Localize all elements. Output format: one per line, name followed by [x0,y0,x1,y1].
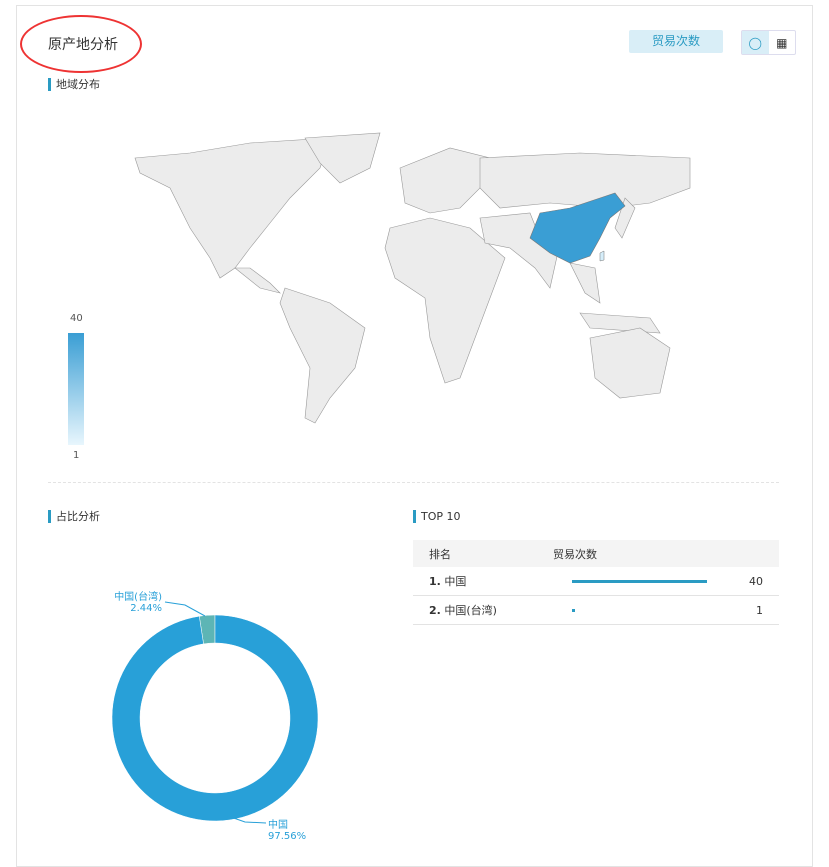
label-leader-line [224,814,267,824]
origin-analysis-card [16,5,813,867]
page-title: 原产地分析 [48,37,118,53]
table-row: 1. 中国 40 [413,567,779,596]
middle-east-india [479,212,561,289]
top10-table: 排名 贸易次数 1. 中国 40 2. 中国(台湾) 1 [413,540,779,625]
top10-title: TOP 10 [413,510,461,523]
map-section-title: 地域分布 [48,78,100,91]
indonesia [579,312,661,334]
color-legend[interactable] [68,333,84,445]
slice-name-label: 中国 [268,818,288,831]
world-map[interactable] [130,128,700,428]
africa [384,217,506,384]
australia [589,327,671,399]
label-leader-line [164,601,206,617]
north-america [134,137,331,279]
share-section-title: 占比分析 [48,510,100,523]
value-bar [572,579,707,583]
taiwan-region [599,250,605,262]
slice-percent-label: 97.56% [268,831,306,842]
russia-asia [479,152,691,209]
red-annotation-circle [20,15,142,73]
value-bar [572,608,575,612]
southeast-asia [569,262,601,304]
europe [399,147,491,214]
china-region [529,192,626,264]
rank: 1. [429,575,441,588]
view-toggle: ◯ ▦ [741,30,796,55]
legend-min: 1 [73,450,80,461]
donut-slice[interactable] [111,614,319,822]
table-row: 2. 中国(台湾) 1 [413,595,779,625]
slice-name-label: 中国(台湾) [114,590,162,603]
rank: 2. [429,604,441,617]
slice-percent-label: 2.44% [130,603,162,614]
value: 40 [742,567,779,596]
table-icon[interactable]: ▦ [776,35,788,50]
donut-icon[interactable]: ◯ [742,31,769,54]
col-rank: 排名 [413,540,553,567]
country: 中国 [444,575,467,588]
metric-button[interactable]: 贸易次数 [629,30,723,53]
central-america [234,267,281,294]
value: 1 [742,595,779,625]
legend-max: 40 [70,313,83,324]
south-america [279,287,366,424]
col-count: 贸易次数 [553,540,743,567]
divider [48,482,779,483]
greenland [304,132,381,184]
japan [614,197,636,239]
table-header: 排名 贸易次数 [413,540,779,567]
country: 中国(台湾) [444,604,497,617]
